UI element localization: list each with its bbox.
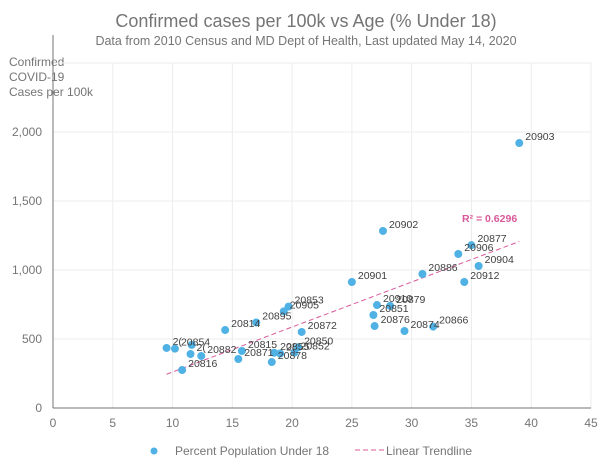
x-tick-label: 15 [226,416,240,430]
data-point [237,347,246,356]
x-tick-label: 35 [465,416,479,430]
data-point [429,322,438,331]
data-point [284,302,293,311]
legend-label-points: Percent Population Under 18 [175,444,329,458]
data-point-label: 20853 [295,295,324,307]
data-point [186,350,195,359]
gridlines [53,62,592,408]
data-point-label: 20852 [301,341,330,353]
data-point [386,301,395,310]
data-point-label: 20910 [383,293,412,305]
data-point [170,344,179,353]
data-point [370,322,379,331]
x-tick-label: 0 [50,416,57,430]
data-point [267,358,276,367]
y-tick-label: 0 [35,401,42,415]
data-point-label: 20855 [280,341,309,353]
y-tick-labels: 0 500 1,000 1,500 2,000 [12,125,42,415]
x-tick-label: 40 [525,416,539,430]
data-point [234,355,243,364]
x-tick-labels: 0 5 10 15 20 25 30 35 40 45 [50,416,598,430]
data-point [467,241,476,250]
data-point [347,278,356,287]
y-axis-label-line-2: COVID-19 [9,70,65,84]
chart-title: Confirmed cases per 100k vs Age (% Under… [115,11,496,31]
y-axis-label-line-1: Confirmed [9,55,64,69]
data-point-label: 20902 [389,219,418,231]
data-point [474,261,483,270]
legend-label-trendline: Linear Trendline [386,444,472,458]
data-point [418,270,427,279]
data-point-label: 20815 [248,339,277,351]
data-point-label: 20878 [278,350,307,362]
data-point [294,343,303,352]
data-point-label: 20901 [358,270,387,282]
y-tick-label: 1,000 [12,263,42,277]
data-point [276,349,285,358]
data-point-label: 20871 [244,347,273,359]
x-tick-label: 20 [285,416,299,430]
data-point [297,327,306,336]
data-point-labels: 2(20854208162(20882208142081520871208952… [173,131,555,370]
data-point-label: 20879 [396,294,425,306]
legend: Percent Population Under 18 Linear Trend… [150,444,472,458]
data-points [162,139,524,375]
data-point-label: 20872 [308,320,337,332]
trendline [166,241,520,375]
x-tick-label: 30 [405,416,419,430]
data-point [454,249,463,258]
data-point [270,348,279,357]
y-tick-label: 1,500 [12,194,42,208]
data-point-label: 2( [286,341,296,353]
data-point [515,139,524,148]
data-point [378,226,387,235]
r-squared-annotation: R² = 0.6296 [462,213,517,225]
data-point-label: 20912 [470,270,499,282]
data-point [162,343,171,352]
data-point-label: 2( [196,342,206,354]
trendline-group [166,241,520,375]
data-point-label: 20876 [381,314,410,326]
data-point [460,278,469,287]
data-point-label: 20877 [477,233,506,245]
axes [52,35,591,409]
data-point-label: 20906 [464,242,493,254]
data-point-label: 20895 [262,310,291,322]
data-point-label: 20886 [428,262,457,274]
data-point-label: 20866 [439,315,468,327]
y-tick-label: 500 [22,332,42,346]
data-point-label: 20850 [304,335,333,347]
data-point-label: 20854 [181,337,210,349]
x-tick-label: 45 [584,416,598,430]
data-point [197,351,206,360]
x-tick-label: 5 [109,416,116,430]
data-point-label: 20874 [410,319,439,331]
chart-subtitle: Data from 2010 Census and MD Dept of Hea… [95,34,516,48]
data-point [400,326,409,335]
data-point-label: 20904 [485,254,514,266]
data-point-label: 20814 [231,318,260,330]
x-tick-label: 25 [345,416,359,430]
y-axis-label-line-3: Cases per 100k [9,85,94,99]
data-point [252,318,261,327]
data-point [187,340,196,349]
data-point [369,310,378,319]
data-point [221,326,230,335]
data-point-label: 20851 [379,303,408,315]
data-point-label: 20882 [207,344,236,356]
data-point [178,366,187,375]
data-point-label: 20905 [290,299,319,311]
data-point-label: 20816 [188,358,217,370]
data-point-label: 20903 [525,131,554,143]
data-point [372,301,381,310]
y-tick-label: 2,000 [12,125,42,139]
legend-marker-points [150,447,158,455]
data-point-label: 2( [173,336,183,348]
x-tick-label: 10 [166,416,180,430]
